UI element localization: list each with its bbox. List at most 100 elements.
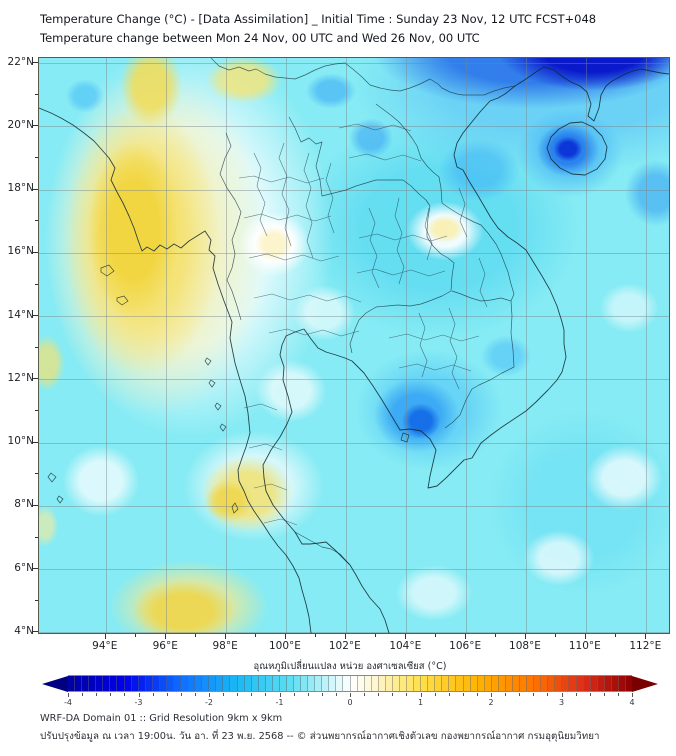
axis-tick [375,634,377,637]
colorbar-segment [209,676,217,691]
colorbar-tick [575,693,577,696]
axis-tick [314,634,316,637]
gridline-horizontal [39,63,669,65]
axis-tick [495,634,497,637]
colorbar-segment [371,676,379,691]
colorbar-tick [279,693,281,697]
colorbar-segment [597,676,605,691]
map-canvas [38,57,670,634]
coastline-gulf-west [262,328,390,633]
colorbar-segment [216,676,224,691]
axis-tick [435,634,437,637]
lon-tick-label: 106°E [449,640,482,652]
gridline-vertical [525,58,527,633]
colorbar-segment [75,676,83,691]
colorbar-tick-label: 2 [488,698,494,707]
axis-tick [135,634,137,637]
axis-tick [255,634,257,637]
colorbar-tick [166,693,168,696]
gridline-vertical [406,58,408,633]
map-coastlines [39,58,669,633]
border-laos-vietnam [375,103,515,295]
colorbar-segment [399,676,407,691]
colorbar-segment [336,676,344,691]
border-cambodia-vietnam [444,293,515,429]
lat-tick-label: 20°N [7,118,34,131]
colorbar-segment [223,676,231,691]
colorbar-body [68,675,632,692]
axis-tick [344,634,346,639]
colorbar-segment [308,676,316,691]
province-borders [238,123,488,526]
lat-tick-label: 18°N [7,182,34,195]
lat-tick-label: 6°N [14,561,34,574]
colorbar-tick [68,693,69,697]
colorbar-segment [562,676,570,691]
axis-tick [104,634,106,639]
colorbar-tick [138,693,140,697]
colorbar-left-arrow [42,675,68,692]
colorbar-tick-label: 3 [558,698,565,707]
colorbar-segment [407,676,415,691]
lon-tick-label: 98°E [212,640,238,652]
colorbar-segment [505,676,513,691]
gridline-horizontal [39,316,669,318]
colorbar-right-arrow [632,675,658,692]
colorbar-segment [378,676,386,691]
colorbar-segment [569,676,577,691]
border-laos-cambodia [451,290,512,302]
colorbar-segment [604,676,612,691]
colorbar-segment [392,676,400,691]
colorbar-tick-label: -1 [275,698,284,707]
colorbar-tick [491,693,492,697]
gridline-horizontal [39,252,669,254]
colorbar-tick [420,693,422,697]
gridline-vertical [585,58,587,633]
colorbar-segment [414,676,422,691]
colorbar-segment [548,676,556,691]
colorbar-segment [618,676,626,691]
colorbar-tick [251,693,253,696]
gridline-horizontal [39,632,669,633]
colorbar-segment [534,676,542,691]
colorbar-segment [512,676,520,691]
colorbar-segment [244,676,252,691]
colorbar-segment [82,676,90,691]
lon-tick-label: 104°E [389,640,422,652]
colorbar-segment [301,676,309,691]
colorbar-segment [625,676,632,691]
gridline-vertical [285,58,287,633]
colorbar-tick [237,693,239,696]
colorbar-segment [96,676,104,691]
coastline-vietnam-china [303,66,669,489]
colorbar-segment [294,676,302,691]
lat-tick-label: 4°N [14,624,34,637]
colorbar-segment [435,676,443,691]
colorbar-tick [561,693,563,697]
colorbar-tick [505,693,507,696]
colorbar-segment [421,676,429,691]
colorbar-tick [533,693,535,696]
colorbar-tick [152,693,154,696]
axis-tick [465,634,467,639]
colorbar-segment [131,676,139,691]
colorbar-segment [272,676,280,691]
axis-tick [554,634,556,637]
colorbar-tick [632,693,633,697]
colorbar-tick [617,693,619,696]
colorbar-tick [194,693,196,696]
colorbar-segment [68,676,76,691]
colorbar-segment [456,676,464,691]
colorbar-segment [145,676,153,691]
footer-domain-info: WRF-DA Domain 01 :: Grid Resolution 9km … [40,713,283,724]
colorbar-segment [159,676,167,691]
colorbar-segment [138,676,146,691]
colorbar-segment [463,676,471,691]
colorbar-segment [541,676,549,691]
colorbar-tick-label: -3 [134,698,143,707]
colorbar-segment [202,676,210,691]
lat-tick-label: 10°N [7,435,34,448]
axis-tick [284,634,286,639]
border-myanmar-thailand [219,132,242,321]
lon-tick-label: 94°E [92,640,118,652]
